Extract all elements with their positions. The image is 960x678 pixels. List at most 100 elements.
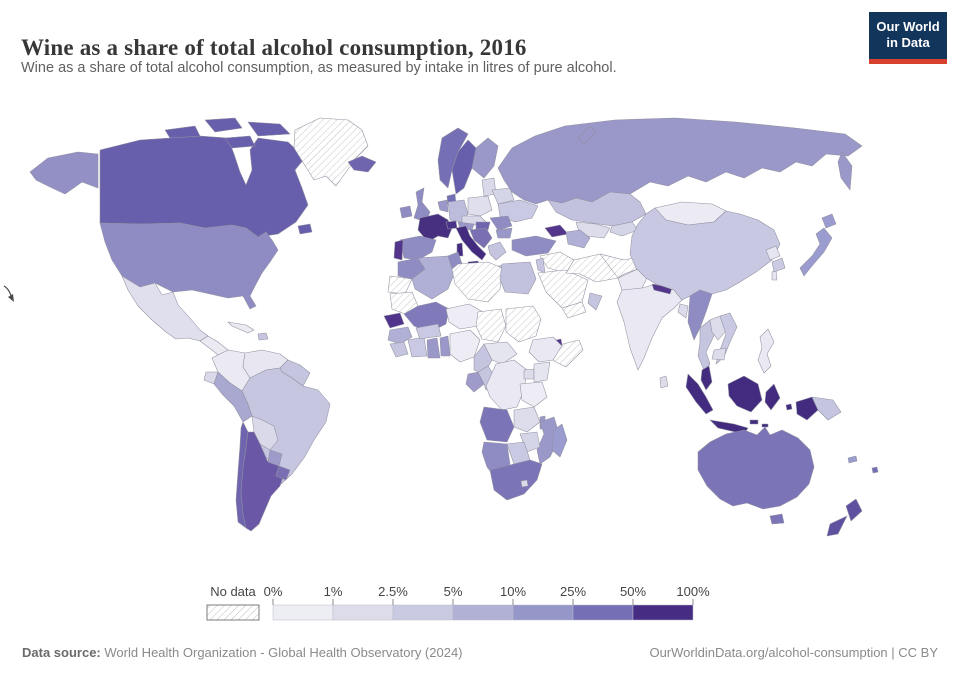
country-belarus[interactable] [491,187,515,205]
country-guinea[interactable] [387,326,413,345]
country-france[interactable] [417,213,453,243]
country-south-africa[interactable] [489,459,543,501]
country-libya[interactable] [451,261,503,303]
legend-swatch-1-2.5%[interactable] [332,604,394,621]
country-togo-benin[interactable] [439,335,451,357]
country-balkans[interactable] [469,227,493,249]
legend-swatch-25-50%[interactable] [572,604,634,621]
country-new-zealand-south[interactable] [826,515,848,537]
country-hungary[interactable] [475,221,491,231]
country-indonesia-lesser-sunda[interactable] [749,403,793,428]
country-canada-arctic-islands[interactable] [164,117,291,149]
country-argentina[interactable] [240,431,285,532]
country-india[interactable] [616,283,683,371]
country-benelux[interactable] [437,199,449,213]
country-turkmenistan[interactable] [565,229,591,249]
country-cote-divoire[interactable] [407,336,428,358]
country-romania[interactable] [489,215,513,231]
data-source-note: Data source: World Health Organization -… [22,645,463,660]
country-madagascar[interactable] [551,423,568,458]
country-japan[interactable] [799,213,837,277]
country-kazakhstan[interactable] [547,191,647,227]
country-fiji[interactable] [871,466,879,474]
country-indonesia-borneo[interactable] [727,375,763,413]
country-switzerland[interactable] [445,220,458,230]
country-somalia[interactable] [552,339,584,368]
legend-no-data-swatch[interactable] [206,604,260,621]
country-egypt[interactable] [499,261,537,295]
country-burkina-faso[interactable] [415,323,442,340]
country-oman[interactable] [587,292,603,311]
legend-bar: 0% 1% 2.5% 5% 10% 25% 50% 100% [264,584,710,621]
country-philippines[interactable] [757,328,775,374]
country-poland[interactable] [467,195,493,217]
country-sudan[interactable] [505,305,542,343]
country-new-zealand-north[interactable] [845,498,863,522]
country-mozambique[interactable] [536,416,561,465]
country-sweden[interactable] [451,139,477,195]
country-spain[interactable] [399,235,437,261]
country-central-african-republic[interactable] [483,341,518,365]
country-russia-kamchatka[interactable] [837,151,853,191]
country-hispaniola[interactable] [257,332,269,341]
country-lesotho[interactable] [520,479,529,488]
country-sri-lanka[interactable] [659,375,669,389]
country-gabon[interactable] [465,371,485,393]
country-indonesia-sumatra[interactable] [685,373,714,415]
legend-swatch-10-25%[interactable] [512,604,574,621]
country-yemen[interactable] [561,301,587,319]
country-alaska[interactable] [29,151,99,195]
country-portugal[interactable] [393,239,404,261]
country-russia[interactable] [497,117,863,205]
country-tanzania[interactable] [519,381,548,408]
country-south-korea[interactable] [771,257,786,273]
country-western-sahara[interactable] [387,275,413,295]
country-drc[interactable] [485,359,528,411]
country-uruguay[interactable] [275,465,291,481]
owid-logo[interactable]: Our World in Data [869,12,947,64]
country-indonesia-west-papua[interactable] [795,396,819,421]
legend-tick-label: 10% [500,584,526,599]
page-title: Wine as a share of total alcohol consump… [21,35,527,61]
legend-tick-label: 100% [676,584,710,599]
legend-swatch-2.5-5%[interactable] [392,604,454,621]
legend-swatch-0-1%[interactable] [272,604,334,621]
country-north-korea[interactable] [765,245,781,261]
country-ireland[interactable] [399,205,413,219]
country-canada-newfoundland[interactable] [297,223,313,235]
country-cambodia[interactable] [711,347,727,361]
country-indonesia-sulawesi[interactable] [764,383,781,411]
country-ghana[interactable] [426,337,441,359]
legend-tick-label: 2.5% [378,584,408,599]
country-senegal[interactable] [383,312,405,329]
country-zambia[interactable] [513,406,541,433]
country-bulgaria[interactable] [495,227,513,239]
country-papua-new-guinea[interactable] [811,396,842,421]
country-australia-tasmania[interactable] [769,513,785,525]
owid-logo-line1: Our World [876,19,940,34]
country-uganda[interactable] [523,368,535,380]
country-iceland[interactable] [347,155,377,173]
country-myanmar[interactable] [687,289,713,341]
country-china[interactable] [629,207,781,301]
country-new-caledonia[interactable] [847,455,858,464]
country-australia[interactable] [697,426,815,510]
country-canada[interactable] [99,135,309,238]
country-finland[interactable] [471,137,499,179]
country-usa[interactable] [99,222,279,310]
country-chad[interactable] [475,308,507,343]
legend-swatch-5-10%[interactable] [452,604,514,621]
owid-url-license[interactable]: OurWorldinData.org/alcohol-consumption |… [649,644,938,660]
country-malaysia-peninsula[interactable] [700,365,713,391]
country-angola[interactable] [479,406,515,443]
country-greenland[interactable] [293,117,369,187]
country-kenya[interactable] [533,361,551,383]
country-cuba[interactable] [227,321,255,334]
country-sierra-leone-liberia[interactable] [389,341,409,358]
country-kyrgyzstan-tajikistan[interactable] [609,221,639,237]
country-russia-novaya-zemlya[interactable] [577,125,597,145]
country-turkey[interactable] [511,235,557,257]
country-caucasus[interactable] [544,224,569,238]
country-bangladesh[interactable] [677,303,689,319]
legend-swatch-50-100%[interactable] [632,604,694,621]
